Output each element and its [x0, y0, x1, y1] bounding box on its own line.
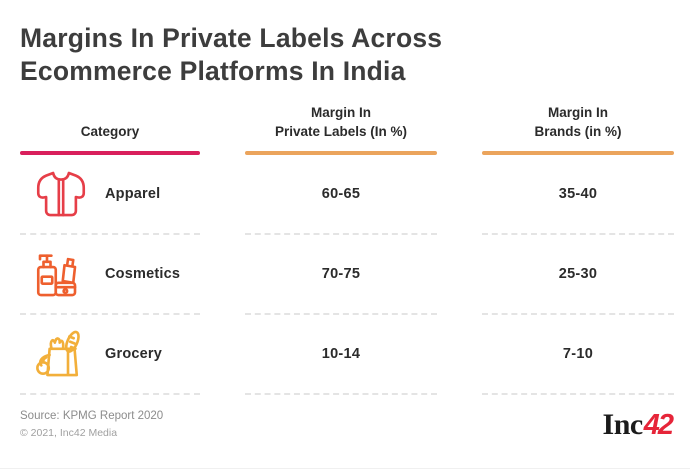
brand-margin-value: 25-30 — [558, 265, 598, 282]
cosmetics-icon — [32, 245, 90, 303]
private-label-margin-value: 70-75 — [321, 265, 361, 282]
brand-margin-value: 35-40 — [558, 185, 598, 202]
column-header-label: Category — [80, 123, 140, 139]
private-label-margin-value: 60-65 — [321, 185, 361, 202]
private-labels-accent-bar — [245, 150, 437, 155]
private-label-margin-cell: 10-14 — [245, 315, 437, 395]
footer: Source: KPMG Report 2020 © 2021, Inc42 M… — [20, 408, 674, 442]
category-cell: Grocery — [20, 315, 200, 395]
margins-table: Category Margin In Private Labels (In %)… — [20, 104, 674, 395]
table-header-row: Category Margin In Private Labels (In %)… — [20, 104, 674, 155]
inc42-logo: Inc 42 — [602, 407, 674, 442]
page-title: Margins In Private Labels Across Ecommer… — [20, 23, 443, 86]
category-label: Grocery — [105, 345, 163, 362]
source-text: Source: KPMG Report 2020 — [20, 410, 164, 423]
table-row-apparel: Apparel 60-65 35-40 — [20, 155, 674, 235]
brand-margin-value: 7-10 — [562, 345, 594, 362]
brands-accent-bar — [482, 150, 674, 155]
category-label: Cosmetics — [105, 265, 181, 282]
private-label-margin-cell: 70-75 — [245, 235, 437, 315]
table-row-grocery: Grocery 10-14 7-10 — [20, 315, 674, 395]
category-label: Apparel — [105, 185, 161, 202]
brand-margin-cell: 25-30 — [482, 235, 674, 315]
copyright-text: © 2021, Inc42 Media — [20, 426, 118, 439]
infographic-card: Margins In Private Labels Across Ecommer… — [20, 23, 674, 442]
category-cell: Apparel — [20, 155, 200, 235]
attribution: Source: KPMG Report 2020 © 2021, Inc42 M… — [20, 408, 163, 441]
brand-margin-cell: 7-10 — [482, 315, 674, 395]
column-header-category: Category — [20, 104, 200, 155]
logo-text-42: 42 — [643, 408, 674, 441]
column-header-brands: Margin In Brands (in %) — [482, 104, 674, 155]
category-cell: Cosmetics — [20, 235, 200, 315]
category-accent-bar — [20, 150, 200, 155]
column-header-private-labels: Margin In Private Labels (In %) — [245, 104, 437, 155]
brand-margin-cell: 35-40 — [482, 155, 674, 235]
column-header-label: Margin In Private Labels (In %) — [274, 105, 408, 139]
table-row-cosmetics: Cosmetics 70-75 25-30 — [20, 235, 674, 315]
logo-text-inc: Inc — [602, 407, 644, 441]
private-label-margin-cell: 60-65 — [245, 155, 437, 235]
grocery-bag-icon — [32, 325, 90, 383]
column-header-label: Margin In Brands (in %) — [534, 105, 622, 139]
tshirt-icon — [32, 165, 90, 223]
private-label-margin-value: 10-14 — [321, 345, 361, 362]
